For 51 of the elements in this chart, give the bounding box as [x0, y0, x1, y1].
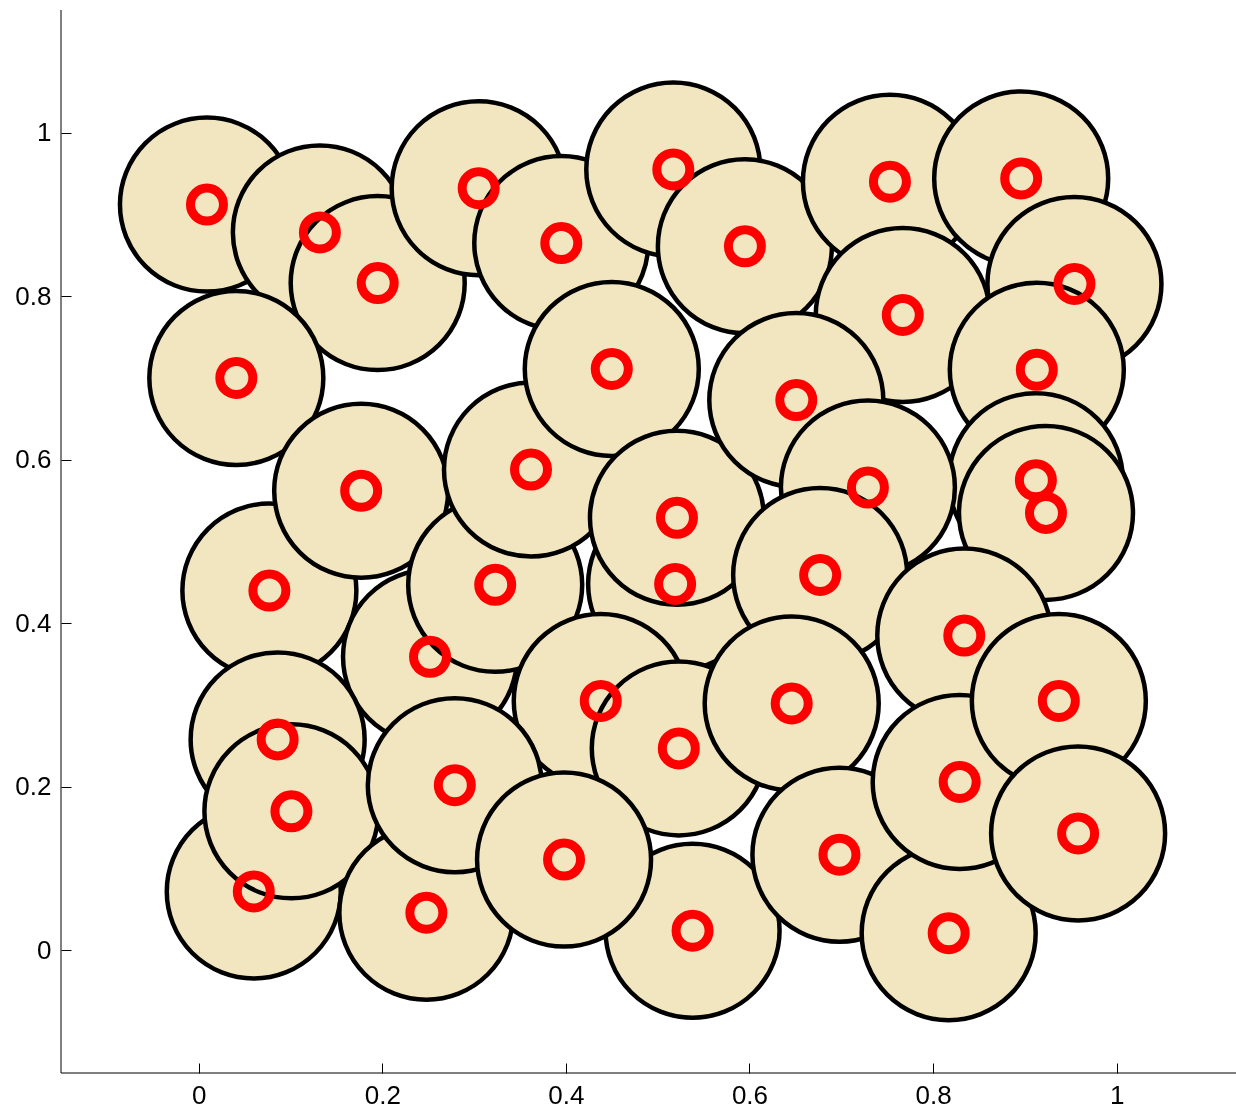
x-tick-label: 0	[191, 1079, 207, 1110]
point	[775, 379, 818, 422]
point	[405, 891, 448, 934]
point	[943, 614, 986, 657]
x-tick-label: 0.8	[915, 1079, 952, 1110]
point	[1015, 348, 1058, 391]
point	[1024, 491, 1067, 534]
point	[652, 148, 695, 191]
point	[185, 183, 228, 226]
y-tick-label: 0.2	[15, 771, 52, 802]
point	[270, 790, 313, 833]
point	[215, 356, 258, 399]
point	[1037, 679, 1080, 722]
point	[356, 262, 399, 305]
point	[256, 718, 299, 761]
point	[799, 554, 842, 596]
point	[1057, 812, 1100, 855]
y-tick-label: 0.8	[15, 280, 52, 311]
point	[671, 909, 714, 952]
y-tick-label: 0	[37, 934, 52, 965]
point	[433, 764, 476, 807]
point	[474, 563, 517, 606]
point	[1053, 262, 1096, 305]
point	[881, 294, 924, 336]
point	[1014, 459, 1057, 502]
point	[457, 167, 500, 210]
x-tick-label: 1	[1109, 1079, 1125, 1110]
point	[409, 635, 452, 678]
point	[590, 348, 633, 390]
point	[232, 870, 275, 913]
x-tick-label: 0.6	[731, 1079, 769, 1110]
point	[340, 469, 383, 512]
point	[927, 912, 970, 955]
point	[770, 682, 813, 725]
point	[818, 833, 861, 876]
point	[510, 448, 552, 491]
y-tick-label: 0.6	[15, 444, 52, 475]
point	[723, 225, 766, 268]
x-tick-label: 0.2	[364, 1079, 401, 1110]
y-tick-label: 0.4	[15, 607, 52, 638]
point	[543, 838, 586, 881]
point	[1000, 157, 1043, 200]
point	[846, 466, 889, 509]
point	[540, 222, 583, 265]
x-tick-label: 0.4	[548, 1079, 585, 1110]
y-tick-label: 1	[37, 117, 52, 148]
point	[655, 496, 698, 539]
point	[654, 563, 697, 605]
point	[938, 760, 981, 803]
point	[248, 569, 291, 612]
point	[657, 727, 700, 770]
